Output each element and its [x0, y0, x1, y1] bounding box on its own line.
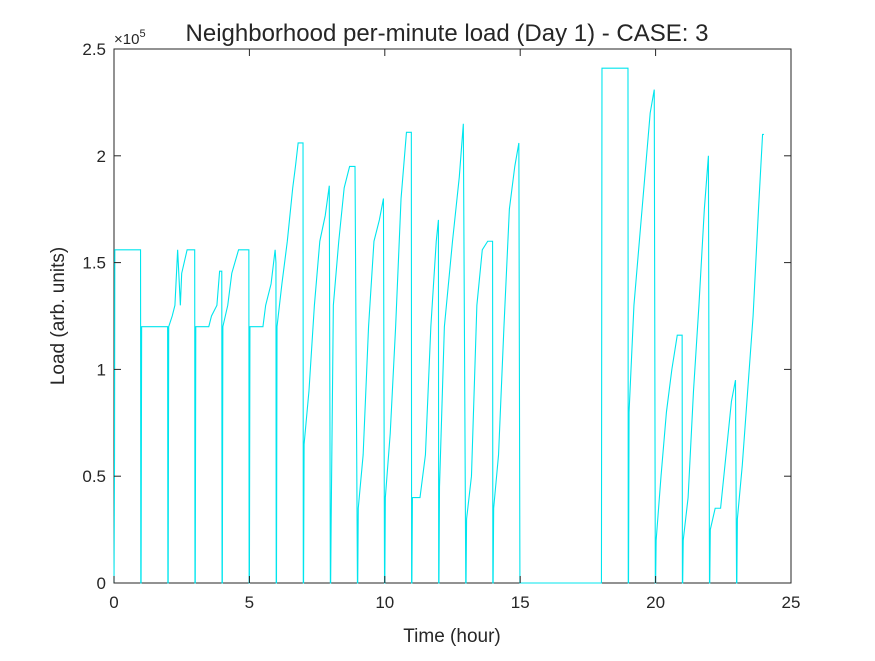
y-tick-label: 1.5 — [82, 254, 106, 273]
y-tick-label: 1 — [97, 360, 106, 379]
chart-title: Neighborhood per-minute load (Day 1) - C… — [186, 20, 709, 47]
y-scale-exponent: ×105 — [114, 28, 146, 48]
series-line — [113, 67, 764, 584]
x-tick-label: 15 — [511, 593, 530, 612]
y-tick-label: 2 — [97, 147, 106, 166]
y-tick-label: 0 — [97, 574, 106, 593]
y-tick-label: 0.5 — [82, 467, 106, 486]
x-tick-label: 10 — [375, 593, 394, 612]
ticks-layer: 0 5 10 15 20 25 0 0.5 1 1.5 2 2.5 — [82, 40, 800, 612]
x-axis-label: Time (hour) — [403, 626, 500, 647]
data-layer — [113, 67, 764, 584]
x-tick-label: 0 — [109, 593, 118, 612]
x-tick-label: 25 — [782, 593, 801, 612]
y-axis-label: Load (arb. units) — [48, 247, 69, 385]
x-tick-label: 5 — [245, 593, 254, 612]
y-tick-label: 2.5 — [82, 40, 106, 59]
plot-area — [113, 48, 792, 584]
x-tick-label: 20 — [646, 593, 665, 612]
